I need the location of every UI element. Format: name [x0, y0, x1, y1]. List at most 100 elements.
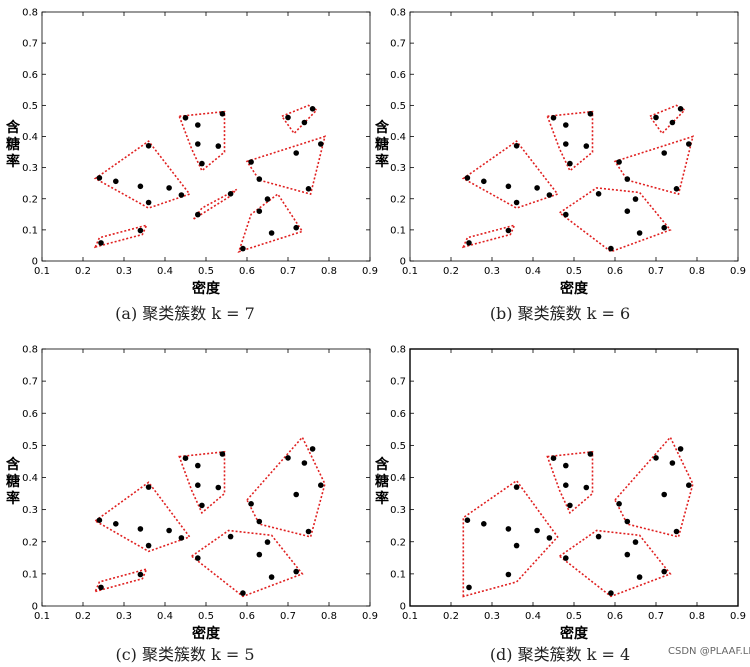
cluster-hull-4: [558, 529, 672, 598]
data-point: [285, 114, 291, 121]
data-point: [563, 482, 569, 489]
data-point: [616, 501, 622, 507]
data-point: [305, 186, 312, 192]
x-tick-label: 0.9: [730, 266, 746, 277]
y-tick-label: 0.2: [390, 194, 406, 205]
y-tick-label: 0.7: [390, 377, 406, 388]
y-tick-label: 0.4: [22, 132, 38, 143]
y-tick-label: 0.8: [390, 8, 406, 19]
x-tick-label: 0.7: [280, 266, 296, 277]
data-point: [137, 227, 144, 234]
y-tick-label: 0.2: [390, 537, 406, 548]
y-tick-label: 0.3: [390, 163, 406, 174]
data-point: [96, 517, 103, 523]
data-point: [661, 568, 667, 575]
data-point: [268, 574, 275, 580]
data-point: [240, 590, 246, 596]
y-tick-label: 0.5: [22, 101, 38, 112]
y-tick-label: 0.1: [390, 569, 406, 580]
data-point: [145, 199, 152, 206]
y-tick-label: 0.4: [22, 473, 38, 484]
y-axis-label-char: 糖: [375, 136, 389, 153]
y-tick-label: 0.6: [390, 409, 406, 420]
y-axis-label-char: 含: [6, 119, 21, 136]
x-tick-label: 0.4: [157, 611, 173, 622]
data-point: [199, 502, 205, 509]
data-point: [240, 245, 246, 252]
y-axis-label-char: 率: [375, 153, 389, 170]
data-point: [137, 571, 144, 578]
data-point: [195, 555, 201, 561]
data-point: [563, 462, 569, 469]
data-point: [293, 491, 300, 498]
watermark-text: CSDN @PLAAF.LI: [668, 646, 750, 657]
y-tick-label: 0.3: [22, 163, 38, 174]
cluster-hull-6: [558, 187, 672, 253]
y-axis-label-char: 糖: [375, 473, 389, 490]
cluster-hull-5: [280, 104, 318, 135]
cluster-hull-2: [546, 450, 594, 515]
cluster-hull-4: [648, 104, 686, 135]
cluster-hull-2: [93, 481, 191, 553]
data-point: [563, 141, 569, 147]
y-tick-label: 0.5: [390, 101, 406, 112]
data-point: [513, 542, 520, 549]
y-tick-label: 0.1: [22, 569, 38, 580]
x-tick-label: 0.1: [34, 266, 50, 277]
data-point: [195, 122, 201, 128]
data-point: [583, 484, 590, 491]
data-point: [550, 455, 557, 462]
data-point: [285, 455, 291, 461]
cluster-hull-6: [245, 135, 327, 196]
data-point: [567, 502, 573, 509]
data-point: [227, 533, 234, 540]
y-tick-label: 0.6: [22, 70, 38, 81]
data-point: [632, 196, 639, 202]
data-point: [677, 106, 684, 112]
x-tick-label: 0.4: [525, 611, 541, 622]
data-point: [215, 484, 222, 491]
data-point: [464, 175, 471, 181]
x-tick-label: 0.3: [116, 266, 132, 277]
data-point: [178, 535, 185, 541]
x-tick-label: 0.2: [443, 266, 459, 277]
y-tick-label: 0.2: [22, 537, 38, 548]
data-point: [624, 551, 631, 558]
y-axis-label: 含糖率: [375, 119, 390, 170]
data-point: [264, 196, 271, 202]
data-point: [567, 160, 573, 167]
x-tick-label: 0.1: [402, 611, 418, 622]
x-axis-label: 密度: [191, 625, 221, 642]
y-tick-label: 0.3: [22, 505, 38, 516]
cluster-hull-5: [613, 135, 695, 196]
data-point: [624, 176, 631, 182]
data-point: [256, 551, 263, 558]
data-point: [686, 482, 692, 489]
data-point: [182, 115, 189, 121]
y-axis-label: 含糖率: [375, 456, 390, 507]
x-tick-label: 0.8: [689, 611, 705, 622]
data-point: [563, 211, 569, 218]
y-tick-label: 0.1: [390, 225, 406, 236]
data-point: [464, 517, 471, 523]
cluster-hull-5: [190, 529, 304, 598]
data-point: [137, 526, 144, 532]
x-tick-label: 0.6: [239, 266, 255, 277]
x-tick-label: 0.9: [730, 611, 746, 622]
data-point: [546, 192, 553, 198]
x-tick-label: 0.3: [116, 611, 132, 622]
data-point: [268, 230, 275, 236]
data-point: [166, 185, 172, 191]
x-tick-label: 0.2: [443, 611, 459, 622]
data-point: [248, 501, 254, 507]
data-point: [248, 159, 254, 165]
data-point: [199, 160, 205, 167]
data-point: [264, 539, 271, 545]
x-tick-label: 0.3: [484, 611, 500, 622]
plot-frame: [41, 348, 371, 607]
y-tick-label: 0.8: [22, 8, 38, 19]
cluster-hull-3: [178, 110, 226, 172]
data-point: [673, 186, 680, 192]
data-point: [145, 484, 152, 490]
data-point: [563, 122, 569, 128]
